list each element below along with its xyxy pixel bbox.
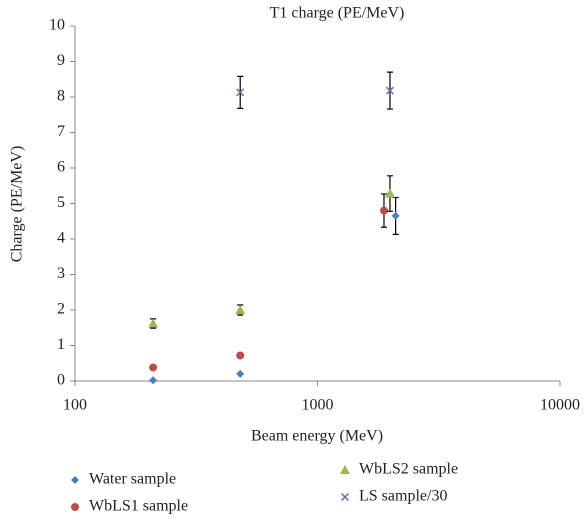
point (149, 363, 158, 372)
point (384, 188, 395, 198)
legend-label: Water sample (89, 471, 176, 488)
point (236, 369, 245, 378)
legend-marker (71, 476, 79, 484)
legend-marker (340, 492, 350, 502)
x-axis-label: Beam energy (MeV) (251, 428, 383, 445)
legend-marker (71, 503, 79, 511)
point (148, 318, 159, 328)
point (379, 206, 388, 215)
y-tick-label: 4 (57, 230, 65, 247)
y-tick-label: 6 (57, 159, 65, 176)
legend-label: WbLS2 sample (359, 461, 458, 478)
y-tick-label: 3 (57, 265, 65, 282)
x-tick-label: 100 (63, 397, 87, 414)
point (149, 376, 158, 385)
point (236, 351, 245, 360)
legend-label: LS sample/30 (359, 488, 447, 505)
point (391, 211, 400, 220)
legend-marker (340, 465, 350, 474)
y-tick-label: 1 (57, 336, 65, 353)
legend-label: WbLS1 sample (89, 498, 188, 515)
y-tick-label: 10 (49, 17, 65, 34)
point (236, 88, 245, 97)
y-tick-label: 9 (57, 52, 65, 69)
chart-title: T1 charge (PE/MeV) (270, 5, 405, 22)
y-tick-label: 7 (57, 123, 65, 140)
y-tick-label: 5 (57, 194, 65, 211)
x-tick-label: 10000 (540, 397, 580, 414)
point (385, 86, 395, 95)
y-tick-label: 0 (57, 372, 65, 389)
point (235, 305, 246, 314)
y-tick-label: 8 (57, 88, 65, 105)
y-axis-label: Charge (PE/MeV) (9, 146, 26, 263)
x-tick-label: 1000 (302, 397, 334, 414)
y-tick-label: 2 (57, 301, 65, 318)
